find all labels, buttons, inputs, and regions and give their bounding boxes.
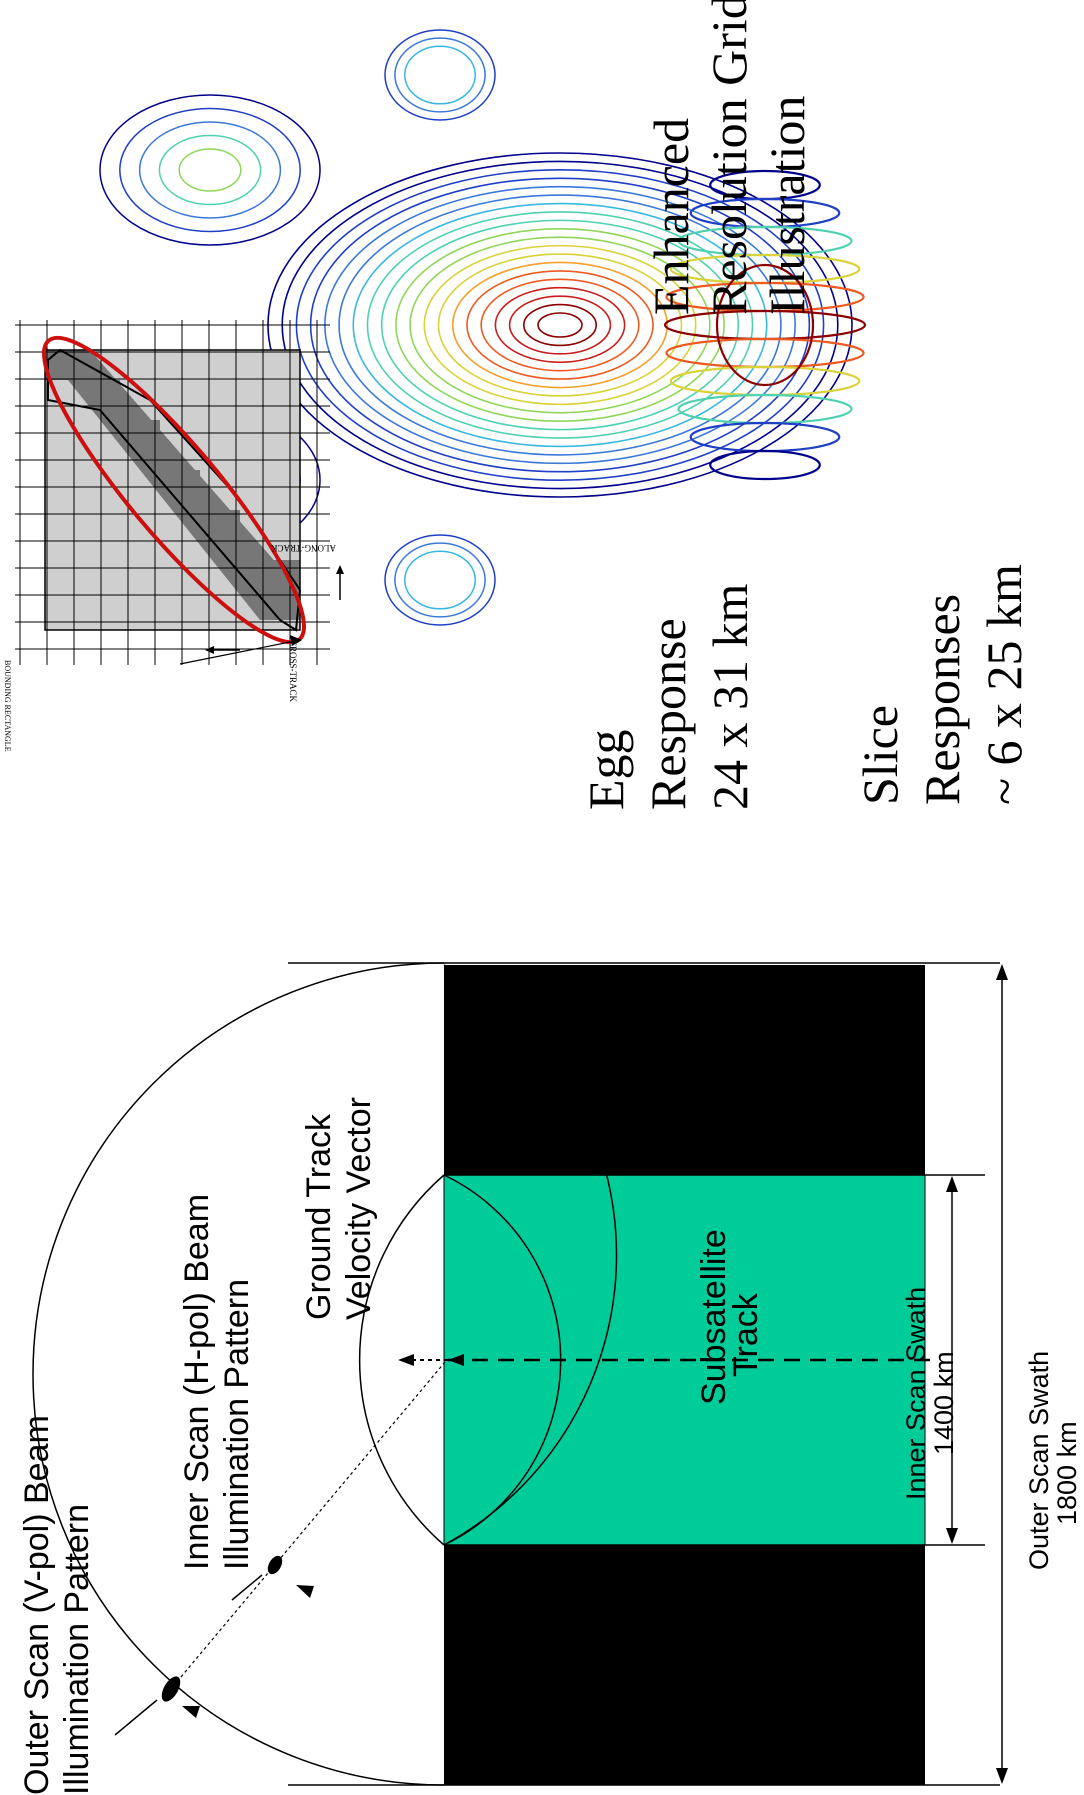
outer-scan-arc	[32, 962, 445, 1786]
egg-contour-ring	[508, 295, 612, 355]
slice-contour	[669, 365, 861, 397]
subsatellite-label: Subsatellite Track	[695, 1220, 765, 1405]
dimension-arrow-icon	[946, 1176, 958, 1192]
bounding-pointer	[179, 639, 301, 665]
velocity-label: Ground Track Velocity Vector	[300, 1097, 378, 1320]
bounding-rectangle	[44, 349, 301, 631]
egg-response-plot: Egg Response 24 x 31 km Slice Responses …	[99, 29, 1032, 811]
outer-beam-footprint	[161, 1676, 181, 1702]
beam-projection-dotted-line	[169, 1361, 446, 1691]
track-arrow-icon	[448, 1354, 464, 1366]
slice-response-label: Slice Responses ~ 6 x 25 km	[852, 564, 1032, 805]
along-track-arrow-icon	[336, 565, 344, 574]
egg-contour-ring	[522, 303, 598, 347]
egg-contour-ring	[437, 253, 683, 397]
side-lobe-ring	[394, 542, 486, 618]
egg-contour-ring	[466, 270, 654, 380]
egg-contour-ring	[409, 236, 711, 414]
egg-contour-ring	[338, 194, 782, 456]
dimension-arrow-icon	[946, 1528, 958, 1544]
egg-contour-ring	[480, 278, 640, 372]
inner-swath-label: Inner Scan Swath 1400 km	[901, 1279, 959, 1500]
dimension-arrow-icon	[996, 1768, 1008, 1784]
dimension-arrow-icon	[996, 964, 1008, 980]
bounding-arrow-icon	[290, 635, 302, 646]
egg-contour-ring	[494, 286, 626, 364]
side-lobe-ring	[404, 550, 476, 610]
egg-response-label: Egg Response 24 x 31 km	[578, 584, 758, 811]
outer-swath-label: Outer Scan Swath 1800 km	[1024, 1343, 1082, 1570]
egg-outline	[47, 348, 302, 632]
egg-contour-ring	[352, 202, 768, 448]
egg-contour-ring	[451, 261, 669, 389]
resolution-grid-illustration: BOUNDING RECTANGLE CROSS-TRACK ALONG-TRA…	[3, 0, 815, 752]
side-lobe-ring	[384, 29, 496, 121]
egg-contour-ring	[380, 219, 740, 431]
grid-title: Enhanced Resolution Grid Illustration	[643, 0, 815, 315]
inner-beam-label: Inner Scan (H-pol) Beam Illumination Pat…	[178, 1185, 256, 1571]
egg-contour-ring	[423, 244, 697, 406]
outer-beam-pointer	[114, 1699, 158, 1736]
outer-swath-band-left	[444, 1545, 925, 1785]
side-lobe-ring	[384, 534, 496, 626]
inner-beam-footprint	[267, 1555, 283, 1575]
slice-center-ring	[715, 263, 815, 387]
outer-scan-arc-ground	[443, 964, 618, 1546]
cross-track-arrow-icon	[205, 646, 214, 654]
outer-beam-label: Outer Scan (V-pol) Beam Illumination Pat…	[18, 1406, 96, 1795]
side-lobe-ring	[178, 148, 242, 192]
side-lobe-ring	[394, 37, 486, 113]
cross-track-label: CROSS-TRACK	[288, 640, 298, 703]
egg-contour-ring	[537, 312, 583, 338]
side-lobe-ring	[99, 94, 321, 246]
side-lobe-ring	[158, 134, 262, 206]
egg-contour-ring	[366, 211, 754, 439]
inner-scan-arc	[358, 1174, 445, 1546]
side-lobe-ring	[404, 45, 476, 105]
side-lobe-ring	[138, 121, 282, 219]
egg-cell-fill	[52, 350, 300, 620]
arc-arrow-icon	[182, 1706, 200, 1718]
scan-diagram: Outer Scan (V-pol) Beam Illumination Pat…	[18, 962, 1082, 1795]
side-lobe-ring	[119, 107, 301, 233]
egg-contour-ring	[395, 227, 725, 423]
velocity-arrow-icon	[398, 1354, 414, 1366]
arc-arrow-icon	[296, 1585, 314, 1598]
outer-swath-band-right	[444, 965, 925, 1175]
inner-beam-pointer	[231, 1574, 263, 1601]
slice-contours	[663, 169, 867, 481]
along-track-label: ALONG-TRACK	[271, 543, 336, 553]
bounding-rectangle-label: BOUNDING RECTANGLE	[3, 660, 12, 752]
slice-contour	[709, 449, 821, 481]
